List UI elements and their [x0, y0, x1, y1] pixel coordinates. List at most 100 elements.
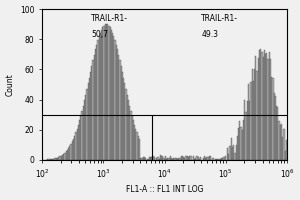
Bar [218, 159, 220, 160]
Bar [248, 84, 249, 160]
Bar [259, 50, 260, 160]
Bar [179, 158, 181, 160]
Bar [254, 69, 255, 160]
Bar [265, 54, 266, 160]
Bar [185, 156, 187, 160]
Bar [61, 156, 62, 160]
Bar [238, 128, 239, 160]
Bar [144, 157, 145, 160]
Bar [174, 158, 175, 160]
Bar [172, 159, 173, 160]
Bar [247, 101, 248, 160]
Bar [232, 147, 233, 160]
Bar [57, 158, 58, 160]
Bar [91, 66, 92, 160]
Bar [222, 158, 224, 160]
Bar [101, 30, 102, 160]
Bar [281, 124, 282, 160]
Bar [140, 158, 141, 160]
Bar [105, 24, 106, 160]
Bar [207, 157, 209, 160]
Bar [94, 55, 95, 160]
Bar [73, 139, 74, 160]
Bar [258, 58, 259, 160]
Text: TRAIL-R1-: TRAIL-R1- [201, 14, 238, 23]
Bar [68, 148, 69, 160]
Bar [202, 158, 204, 160]
Bar [282, 137, 283, 160]
Bar [188, 157, 189, 160]
Bar [110, 27, 111, 160]
Bar [283, 129, 284, 160]
Bar [190, 156, 191, 160]
Bar [278, 121, 280, 160]
Bar [55, 158, 56, 160]
Bar [249, 101, 250, 160]
Bar [53, 159, 55, 160]
Bar [56, 158, 57, 160]
Bar [98, 36, 100, 160]
Bar [47, 159, 48, 160]
Bar [117, 49, 118, 160]
Bar [81, 111, 83, 160]
Bar [106, 24, 107, 160]
Bar [149, 157, 150, 160]
Bar [266, 53, 267, 160]
Bar [169, 156, 171, 160]
Bar [89, 78, 90, 160]
Bar [264, 50, 265, 160]
Bar [86, 89, 88, 160]
Bar [116, 45, 117, 160]
Bar [275, 96, 276, 160]
Bar [183, 157, 184, 160]
Bar [52, 159, 53, 160]
Bar [76, 129, 78, 160]
Bar [230, 146, 231, 160]
Bar [262, 57, 264, 160]
Bar [85, 95, 86, 160]
Bar [195, 158, 196, 160]
Bar [210, 156, 211, 160]
Bar [161, 156, 162, 160]
Bar [119, 60, 121, 160]
Bar [142, 157, 144, 160]
Bar [48, 159, 50, 160]
Bar [270, 59, 271, 160]
Bar [231, 138, 232, 160]
Bar [171, 158, 172, 160]
Bar [182, 156, 183, 160]
Bar [280, 125, 281, 160]
Bar [178, 158, 179, 160]
Bar [156, 158, 157, 160]
Bar [124, 83, 125, 160]
Bar [70, 144, 72, 160]
Bar [212, 158, 214, 160]
Bar [128, 100, 129, 160]
Bar [136, 132, 138, 160]
Bar [274, 93, 275, 160]
Bar [114, 40, 116, 160]
Bar [205, 158, 206, 160]
Bar [118, 55, 119, 160]
Bar [276, 106, 277, 160]
Bar [103, 26, 105, 160]
Bar [199, 159, 200, 160]
Bar [204, 156, 205, 160]
Bar [58, 157, 59, 160]
Bar [132, 116, 133, 160]
Bar [173, 158, 174, 160]
Bar [217, 159, 218, 160]
Bar [241, 127, 242, 160]
Bar [80, 116, 81, 160]
Bar [162, 156, 164, 160]
Bar [206, 157, 207, 160]
Bar [107, 24, 108, 160]
Bar [82, 106, 84, 160]
Bar [97, 40, 98, 160]
Bar [255, 56, 256, 160]
Bar [267, 59, 268, 160]
Bar [151, 157, 152, 160]
Bar [209, 156, 210, 160]
Bar [112, 33, 113, 160]
Bar [277, 107, 278, 160]
